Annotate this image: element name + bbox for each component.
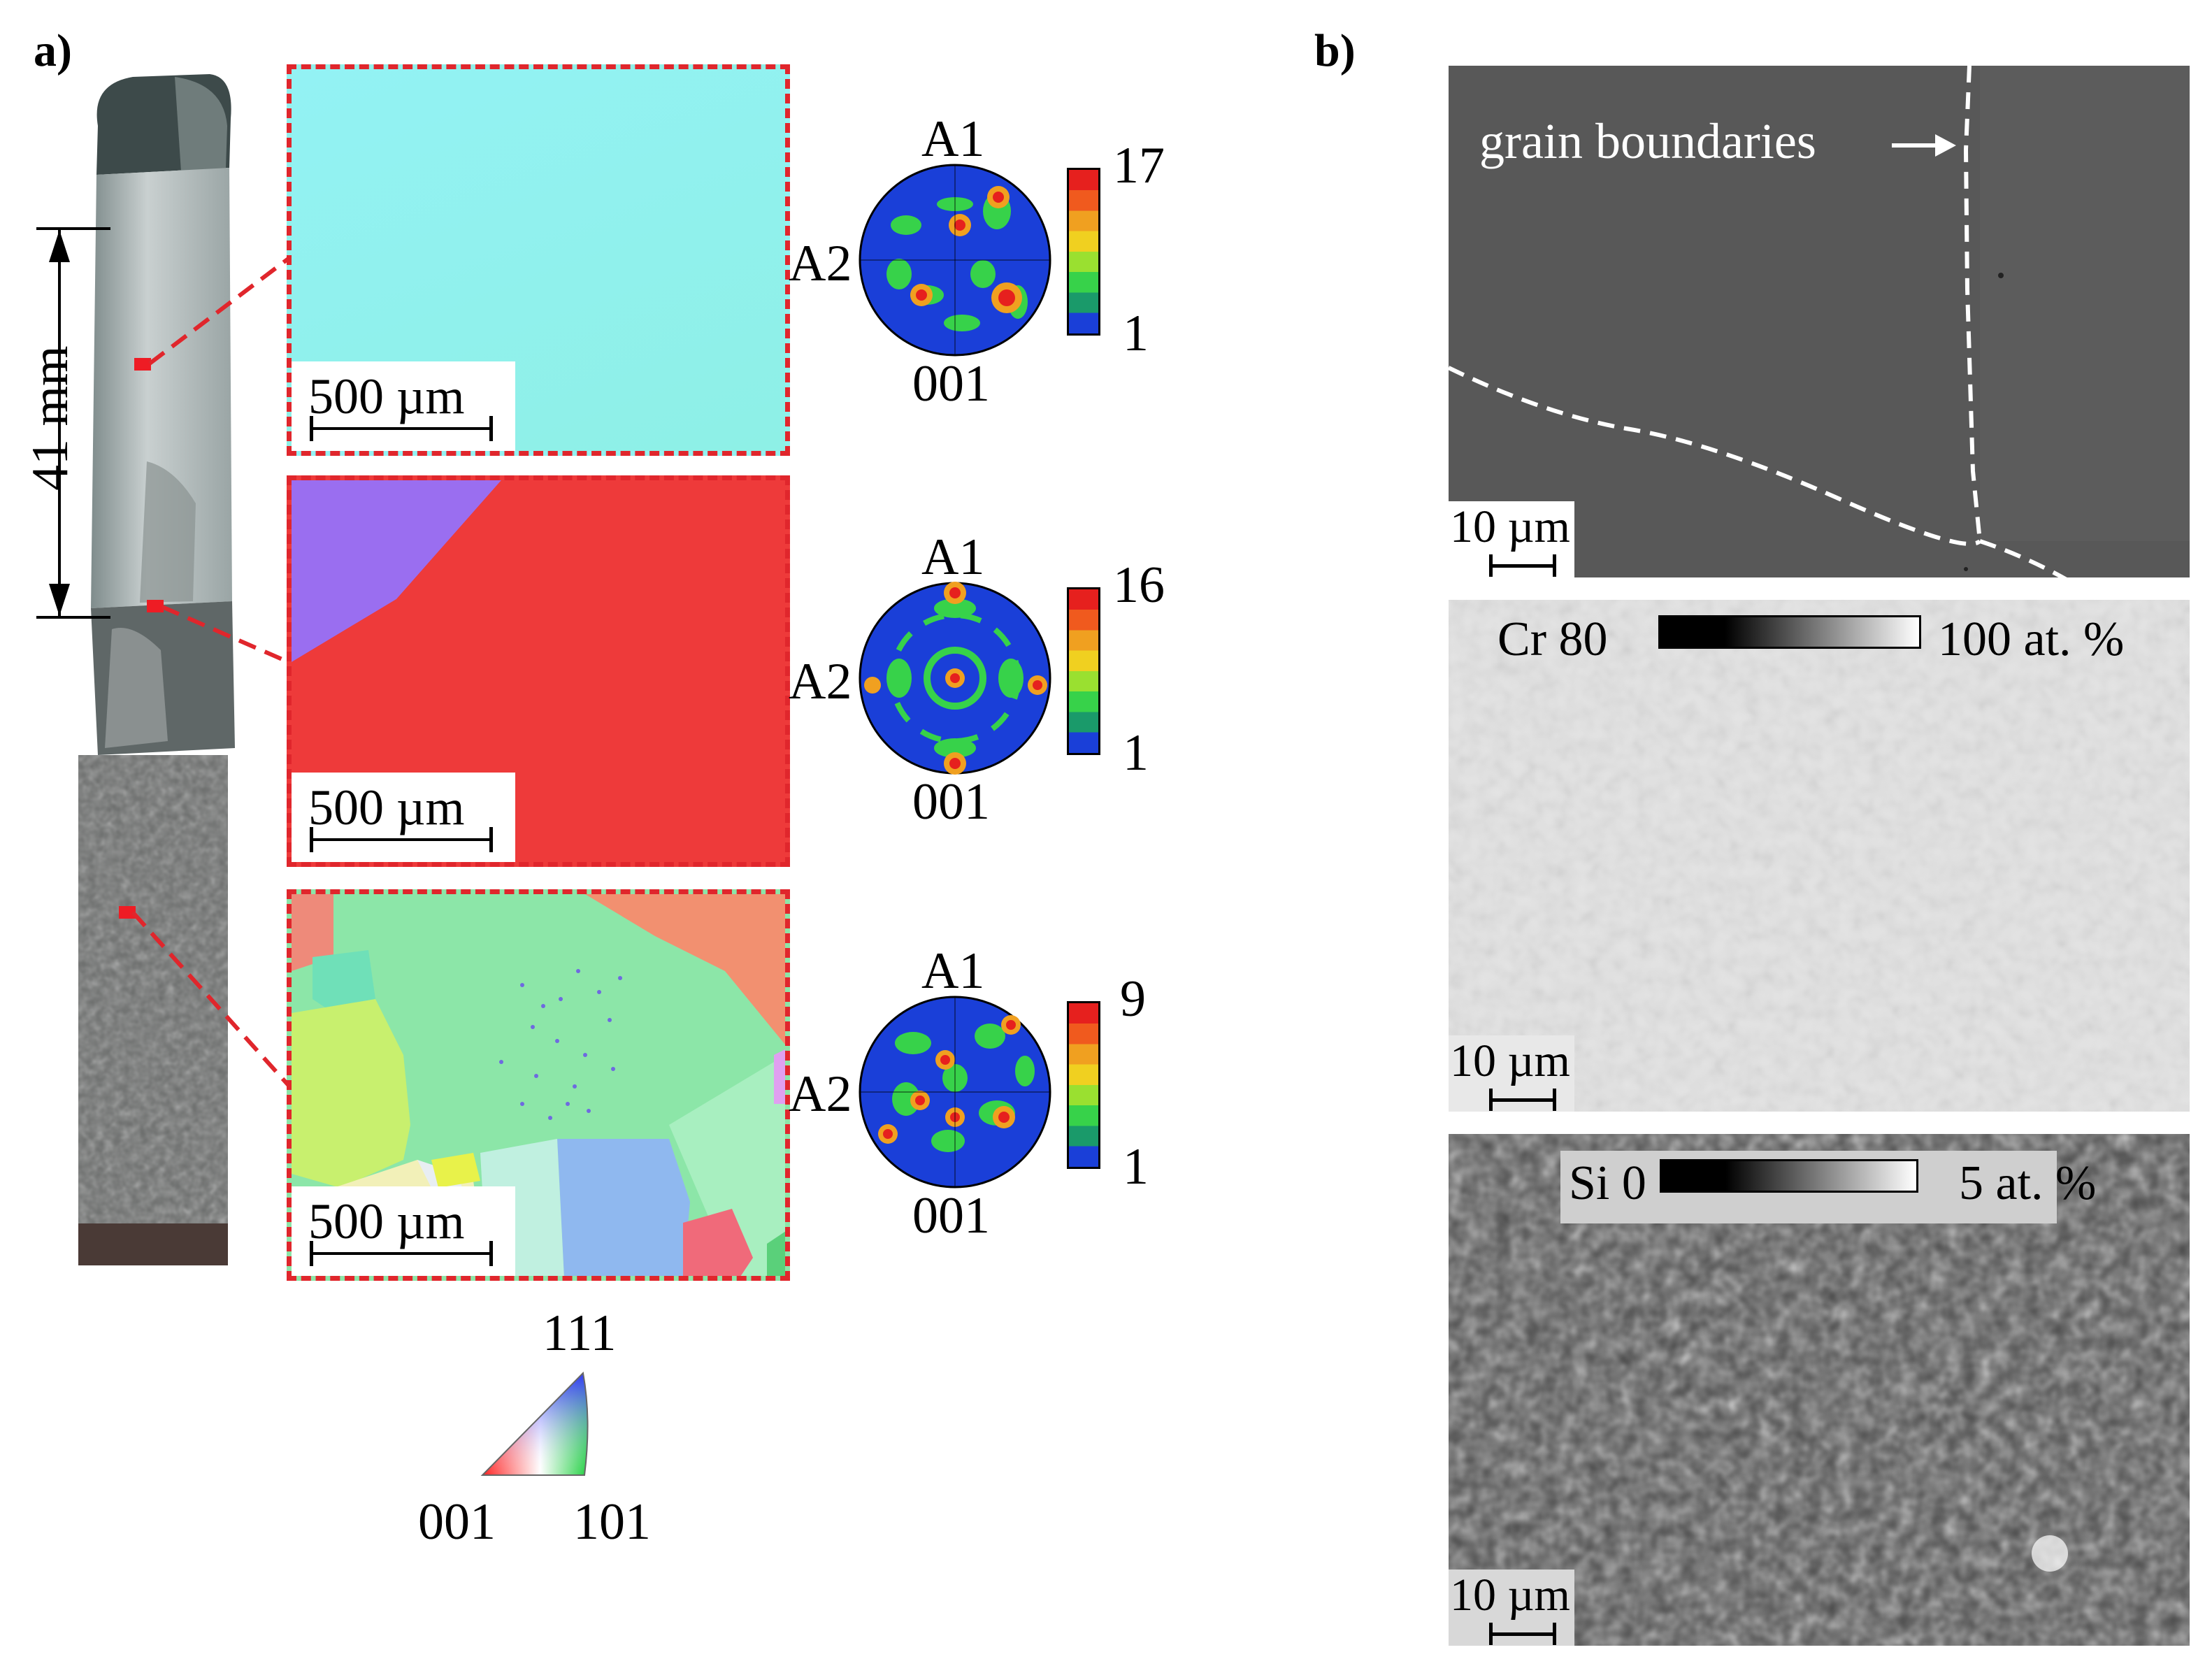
pf3-plane: 001 — [912, 1187, 990, 1244]
cr-element-map: Cr 80 100 at. % 10 µm — [1449, 600, 2190, 1112]
length-dimension-arrow — [36, 227, 110, 619]
scale-bar-map-1: 500 µm — [292, 361, 515, 451]
pf1-axis-top: A1 — [921, 110, 985, 168]
pf2-plane: 001 — [912, 773, 990, 831]
pf3-axis-top: A1 — [921, 942, 985, 1000]
si-label: Si 0 — [1569, 1159, 1646, 1208]
colorbar-1-max: 17 — [1113, 137, 1165, 194]
sample-cap-grain — [175, 77, 227, 194]
orientation-map-3: 500 µm — [287, 889, 790, 1281]
scale-bar-label: 500 µm — [308, 780, 465, 835]
cr-label: Cr 80 — [1498, 615, 1608, 664]
cr-element: Cr — [1498, 612, 1546, 666]
scale-bar-sem: 10 µm — [1449, 501, 1574, 577]
map-3-speckles — [499, 969, 622, 1120]
scale-bar-label: 500 µm — [308, 368, 465, 424]
ipf-key-101-label: 101 — [573, 1493, 651, 1551]
colorbar-1-min: 1 — [1123, 305, 1149, 362]
sample-middle-grain — [105, 628, 168, 748]
sem-image: grain boundaries 10 µm — [1449, 66, 2190, 577]
colorbar-3 — [1067, 1001, 1100, 1169]
pf2-axis-top: A1 — [921, 529, 985, 586]
grain-boundaries-annotation: grain boundaries — [1479, 113, 1816, 169]
sem-grain-boundaries — [1449, 66, 2190, 577]
cr-grayscale-bar — [1658, 615, 1921, 649]
panel-a-label: a) — [34, 25, 72, 76]
map-2-grains — [292, 480, 785, 862]
si-min: 0 — [1621, 1156, 1646, 1210]
scale-bar-line — [310, 416, 493, 441]
sample-marker-3 — [119, 906, 136, 919]
cr-max: 100 at. % — [1938, 612, 2125, 666]
colorbar-3-max: 9 — [1120, 970, 1146, 1028]
pf3-axis-left: A2 — [789, 1065, 852, 1123]
scale-bar-line — [1489, 1623, 1556, 1645]
scale-bar-si: 10 µm — [1449, 1570, 1574, 1646]
annotation-arrow — [1892, 134, 1956, 157]
ipf-color-key — [480, 1371, 589, 1476]
scale-bar-label: 10 µm — [1450, 1570, 1570, 1621]
si-element: Si — [1569, 1156, 1610, 1210]
sample-lower-texture — [78, 755, 228, 1258]
cr-min: 80 — [1558, 612, 1608, 666]
colorbar-2-max: 16 — [1113, 556, 1165, 614]
orientation-map-2: 500 µm — [287, 475, 790, 867]
sample-grain-patch — [140, 461, 196, 603]
colorbar-2-min: 1 — [1123, 724, 1149, 782]
pole-figure-3 — [859, 996, 1051, 1189]
pole-figure-1 — [859, 164, 1051, 357]
sample-photograph — [78, 74, 235, 1265]
colorbar-2 — [1067, 587, 1100, 755]
scale-bar-line — [1489, 554, 1556, 577]
scale-bar-cr: 10 µm — [1449, 1035, 1574, 1112]
ipf-key-001-label: 001 — [418, 1493, 496, 1551]
scale-bar-label: 10 µm — [1450, 1035, 1570, 1086]
si-element-map: Si 0 5 at. % 10 µm — [1449, 1134, 2190, 1646]
sample-marker-1 — [134, 358, 151, 371]
si-max: 5 at. % — [1959, 1156, 2097, 1210]
cr-map-texture — [1449, 600, 2190, 1112]
panel-b-label: b) — [1314, 25, 1356, 76]
colorbar-1 — [1067, 168, 1100, 336]
scale-bar-line — [310, 1241, 493, 1266]
leader-lines — [131, 255, 292, 1089]
colorbar-3-min: 1 — [1123, 1138, 1149, 1195]
ipf-key-111-label: 111 — [543, 1305, 617, 1362]
scale-bar-label: 500 µm — [308, 1193, 465, 1249]
pole-figure-2 — [859, 582, 1051, 775]
scale-bar-label: 10 µm — [1450, 501, 1570, 552]
sample-upper-section — [91, 168, 232, 608]
scale-bar-map-2: 500 µm — [292, 773, 515, 862]
pf2-axis-left: A2 — [789, 653, 852, 710]
scale-bar-line — [310, 827, 493, 852]
sample-marker-2 — [147, 600, 164, 612]
scale-bar-line — [1489, 1089, 1556, 1111]
scale-bar-map-3: 500 µm — [292, 1186, 515, 1276]
orientation-map-1: 500 µm — [287, 64, 790, 456]
si-grayscale-bar — [1660, 1159, 1918, 1193]
sample-bottom-end — [78, 1223, 228, 1265]
pf1-axis-left: A2 — [789, 235, 852, 292]
pf1-plane: 001 — [912, 355, 990, 412]
